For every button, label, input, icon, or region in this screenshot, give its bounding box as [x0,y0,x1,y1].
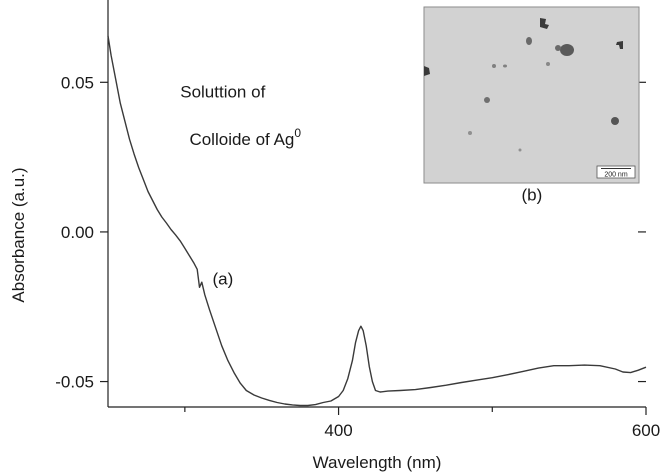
x-axis-title: Wavelength (nm) [313,453,442,472]
y-tick-label: 0.00 [61,223,94,242]
inset-shading [425,8,638,182]
particle [526,37,532,45]
tick-labels: 400 600 -0.05 0.00 0.05 [55,73,660,440]
plot-frame [107,0,646,408]
particle [546,62,550,66]
particle [611,117,619,125]
x-tick-label: 600 [632,421,660,440]
particle [616,41,623,49]
absorbance-series-line [107,35,647,407]
annotations: (a) (b) Soluttion of Colloide of Ag0 [180,82,542,288]
particle [540,18,549,29]
scale-bar-label: 200 nm [604,172,628,179]
y-axis-title: Absorbance (a.u.) [9,167,28,302]
y-tick-label: -0.05 [55,373,94,392]
annotation-label: Soluttion of [180,82,265,101]
particle [468,131,472,135]
particle [503,64,507,68]
y-tick-label: 0.05 [61,73,94,92]
particle [518,148,522,152]
series-layer [107,35,647,407]
particle [484,97,490,103]
inset-particles [424,18,623,152]
particle [492,64,496,68]
annotation-label: (b) [521,186,542,205]
x-tick-label: 400 [324,421,352,440]
particle [560,44,574,56]
particle [424,66,430,76]
tem-inset-image: 200 nm [423,6,640,184]
particle [555,45,561,51]
annotation-label: Colloide of Ag0 [189,126,301,149]
annotation-label: (a) [213,269,234,288]
